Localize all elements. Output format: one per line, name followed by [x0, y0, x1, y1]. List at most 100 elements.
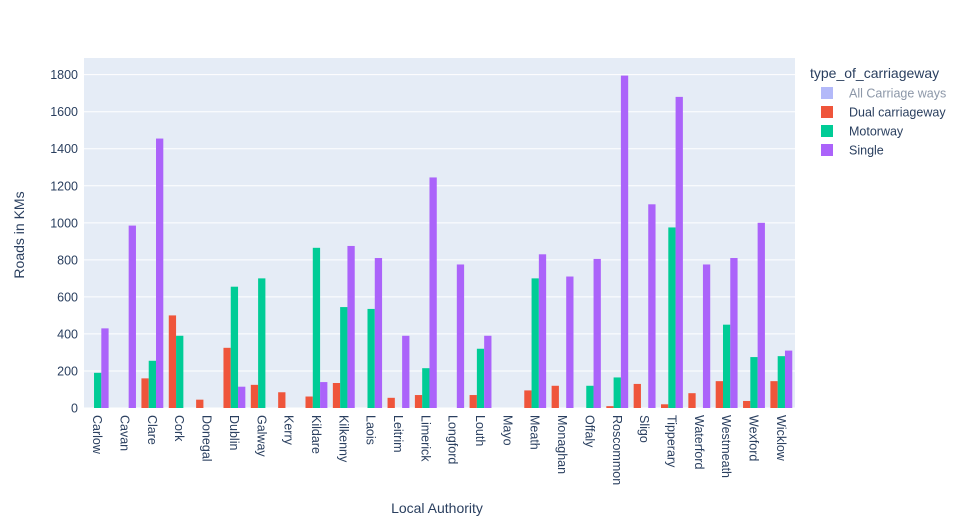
x-tick-label: Longford — [446, 415, 460, 464]
bar-meath-motorway[interactable] — [531, 278, 539, 408]
bar-clare-single[interactable] — [156, 138, 164, 409]
bar-westmeath-single[interactable] — [730, 258, 738, 408]
bar-carlow-motorway[interactable] — [94, 372, 102, 408]
bar-wicklow-single[interactable] — [784, 350, 793, 408]
x-tick-label: Mayo — [500, 415, 514, 446]
legend-item-motorway[interactable]: Motorway — [821, 125, 904, 139]
bar-dublin-dual-carriageway[interactable] — [223, 347, 231, 408]
plot-area — [84, 58, 795, 408]
bar-louth-dual-carriageway[interactable] — [469, 395, 477, 408]
bar-westmeath-dual-carriageway[interactable] — [715, 381, 723, 408]
bar-roscommon-dual-carriageway[interactable] — [606, 406, 614, 408]
legend-swatch — [821, 87, 833, 99]
bar-kildare-motorway[interactable] — [312, 247, 321, 408]
x-tick-label: Limerick — [418, 415, 432, 462]
bar-limerick-single[interactable] — [429, 177, 437, 408]
bars — [94, 75, 793, 409]
bar-tipperary-dual-carriageway[interactable] — [661, 404, 669, 408]
bar-kilkenny-motorway[interactable] — [340, 307, 348, 408]
bar-meath-dual-carriageway[interactable] — [524, 390, 532, 408]
bar-roscommon-single[interactable] — [620, 75, 629, 408]
x-tick-label: Leitrim — [391, 415, 405, 453]
legend: type_of_carriageway All Carriage ways Dua… — [810, 65, 946, 158]
bar-cavan-single[interactable] — [128, 225, 136, 408]
x-tick-label: Kerry — [282, 415, 296, 446]
y-tick-label: 1200 — [50, 179, 78, 193]
bar-offaly-motorway[interactable] — [586, 385, 594, 408]
bar-monaghan-single[interactable] — [566, 276, 574, 408]
legend-label: Single — [849, 144, 884, 158]
y-tick-label: 200 — [57, 364, 78, 378]
bar-waterford-dual-carriageway[interactable] — [688, 393, 696, 408]
x-tick-label: Sligo — [637, 415, 651, 443]
bar-dublin-motorway[interactable] — [230, 286, 239, 408]
bar-limerick-motorway[interactable] — [422, 368, 430, 408]
bar-monaghan-dual-carriageway[interactable] — [551, 385, 559, 408]
x-axis-title: Local Authority — [391, 500, 483, 516]
bar-wexford-dual-carriageway[interactable] — [743, 400, 751, 408]
x-tick-label: Carlow — [90, 415, 104, 455]
x-tick-label: Donegal — [200, 415, 214, 462]
legend-label: Motorway — [849, 125, 904, 139]
bar-kildare-dual-carriageway[interactable] — [305, 396, 313, 408]
bar-wicklow-dual-carriageway[interactable] — [770, 381, 778, 408]
bar-leitrim-single[interactable] — [402, 335, 410, 408]
bar-galway-motorway[interactable] — [258, 278, 266, 408]
x-tick-label: Dublin — [227, 415, 241, 450]
bar-kerry-dual-carriageway[interactable] — [278, 392, 286, 408]
bar-waterford-single[interactable] — [702, 264, 711, 408]
legend-swatch — [821, 106, 833, 118]
x-tick-label: Louth — [473, 415, 487, 446]
bar-roscommon-motorway[interactable] — [613, 377, 621, 408]
legend-item-dual-carriageway[interactable]: Dual carriageway — [821, 106, 946, 120]
x-tick-label: Monaghan — [555, 415, 569, 474]
bar-dublin-single[interactable] — [238, 386, 246, 408]
x-tick-label: Wicklow — [774, 415, 788, 462]
bar-westmeath-motorway[interactable] — [722, 324, 731, 408]
bar-cork-motorway[interactable] — [176, 335, 184, 408]
bar-meath-single[interactable] — [538, 254, 547, 408]
y-tick-label: 1000 — [50, 216, 78, 230]
bar-louth-single[interactable] — [484, 335, 492, 408]
legend-item-single[interactable]: Single — [821, 144, 884, 158]
legend-label: Dual carriageway — [849, 106, 946, 120]
bar-wexford-single[interactable] — [757, 222, 765, 408]
bar-sligo-dual-carriageway[interactable] — [633, 383, 641, 408]
bar-limerick-dual-carriageway[interactable] — [414, 395, 423, 408]
x-tick-label: Cork — [172, 415, 186, 442]
legend-items: All Carriage ways Dual carriageway Motorwa… — [821, 87, 946, 158]
bar-leitrim-dual-carriageway[interactable] — [387, 397, 395, 408]
x-tick-label: Roscommon — [610, 415, 624, 485]
legend-title: type_of_carriageway — [810, 65, 939, 81]
y-tick-label: 0 — [71, 402, 78, 416]
bar-offaly-single[interactable] — [593, 258, 601, 408]
bar-wexford-motorway[interactable] — [750, 357, 758, 408]
legend-swatch — [821, 144, 833, 156]
bar-donegal-dual-carriageway[interactable] — [196, 399, 204, 408]
bar-carlow-single[interactable] — [101, 328, 109, 408]
bar-clare-dual-carriageway[interactable] — [141, 378, 149, 408]
bar-cork-dual-carriageway[interactable] — [168, 315, 177, 408]
bar-kilkenny-single[interactable] — [347, 245, 355, 408]
y-tick-label: 1600 — [50, 105, 78, 119]
bar-tipperary-single[interactable] — [675, 96, 683, 408]
x-axis-ticks: Carlow Cavan Clare Cork Donegal Dublin Galway K… — [90, 415, 788, 485]
bar-laois-motorway[interactable] — [367, 308, 375, 408]
bar-galway-dual-carriageway[interactable] — [250, 384, 259, 408]
bar-clare-motorway[interactable] — [148, 360, 157, 408]
bar-kilkenny-dual-carriageway[interactable] — [332, 383, 341, 408]
bar-wicklow-motorway[interactable] — [777, 356, 785, 408]
bar-laois-single[interactable] — [374, 258, 383, 408]
legend-item-all-carriage-ways[interactable]: All Carriage ways — [821, 87, 946, 101]
bar-kildare-single[interactable] — [320, 382, 328, 408]
bar-tipperary-motorway[interactable] — [668, 227, 676, 408]
y-tick-label: 600 — [57, 290, 78, 304]
x-tick-label: Wexford — [746, 415, 760, 461]
x-tick-label: Galway — [254, 415, 268, 457]
bar-sligo-single[interactable] — [648, 204, 656, 408]
gridlines — [84, 74, 795, 409]
bar-louth-motorway[interactable] — [476, 348, 485, 408]
y-tick-label: 1800 — [50, 68, 78, 82]
bar-longford-single[interactable] — [456, 264, 465, 408]
